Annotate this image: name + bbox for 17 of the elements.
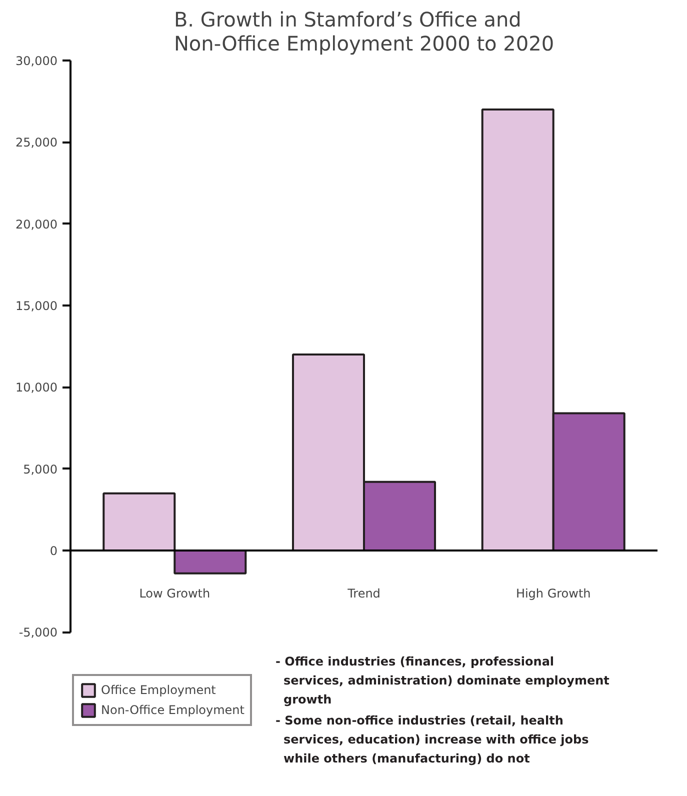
text: - Some non-office industries (retail, health services, education) increase with office jobs while others (manufacturing) do not: [276, 714, 589, 766]
y-tick-label: 0: [50, 544, 58, 558]
y-tick-label: 30,000: [16, 54, 58, 68]
x-tick-label: High Growth: [516, 586, 591, 600]
legend-label: Non-Office Employment: [101, 703, 244, 717]
legend-label: Office Employment: [101, 683, 216, 697]
y-tick-label: 10,000: [16, 380, 58, 395]
x-tick-label: Low Growth: [139, 586, 210, 600]
y-tick-label: 20,000: [16, 217, 58, 232]
y-tick-label: 15,000: [16, 298, 58, 313]
y-tick-label: 25,000: [16, 136, 58, 150]
y-tick-label: 5,000: [23, 462, 58, 476]
x-tick-label: Trend: [346, 586, 380, 600]
bar: [102, 492, 176, 552]
y-tick-label: -5,000: [18, 626, 58, 640]
text: - Office industries (finances, professional services, administration) dominate employment growth: [276, 654, 610, 706]
chart-title: B. Growth in Stamford’s Office and Non-Office Employment 2000 to 2020: [174, 8, 554, 56]
